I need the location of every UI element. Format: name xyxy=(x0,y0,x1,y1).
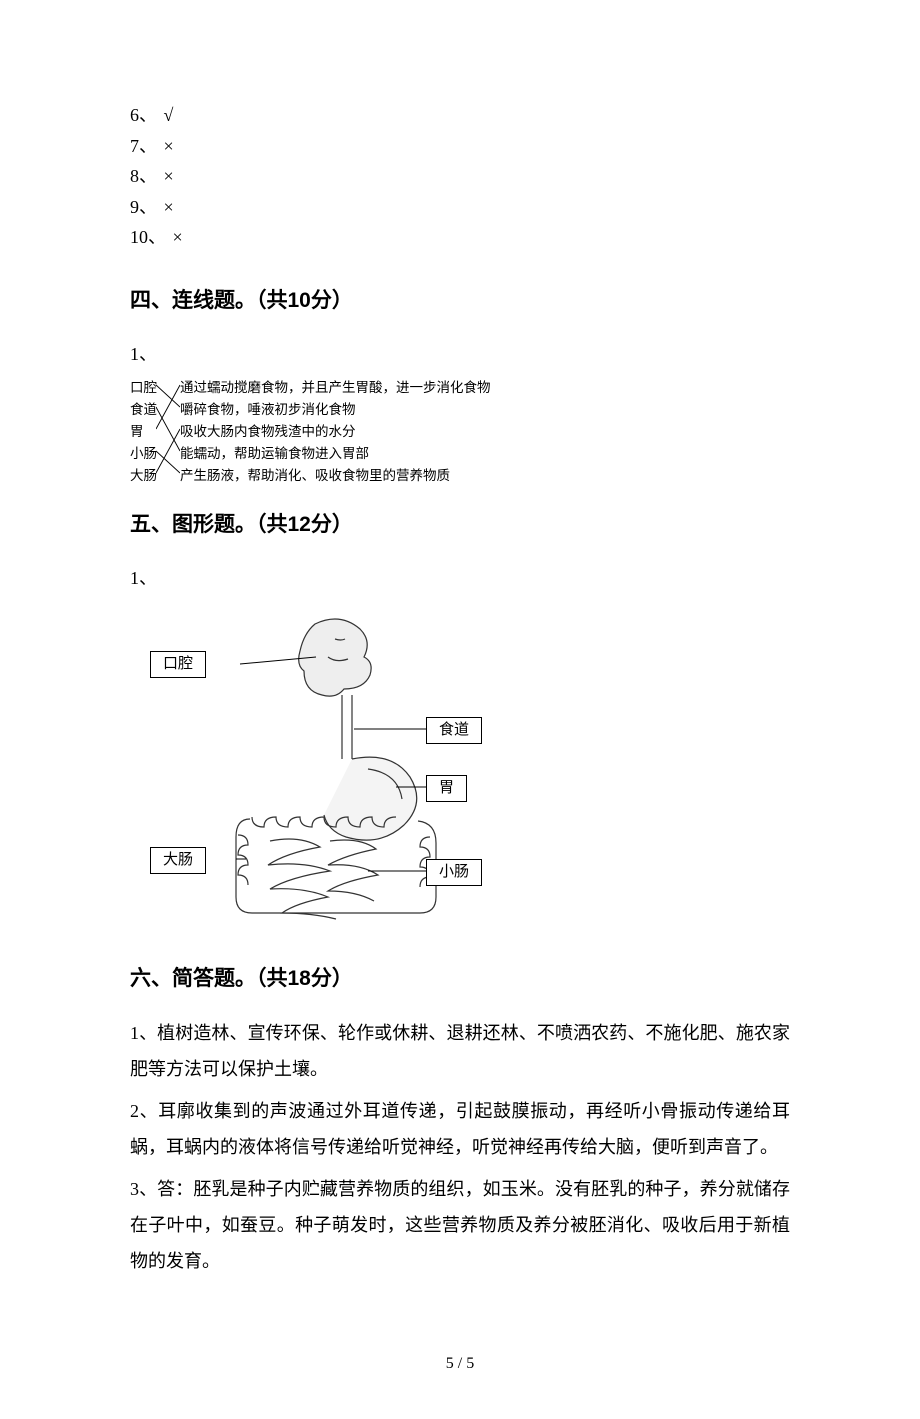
match-right-column: 通过蠕动搅磨食物，并且产生胃酸，进一步消化食物 嚼碎食物，唾液初步消化食物 吸收… xyxy=(180,377,491,487)
tf-item: 9、 × xyxy=(130,192,790,223)
label-stomach: 胃 xyxy=(426,775,467,802)
tf-num: 7、 xyxy=(130,131,157,162)
tf-num: 8、 xyxy=(130,161,157,192)
match-left-item: 食道 xyxy=(130,399,157,421)
tf-mark: √ xyxy=(164,100,174,131)
tf-mark: × xyxy=(164,161,174,192)
match-left-item: 胃 xyxy=(130,421,157,443)
match-left-item: 大肠 xyxy=(130,465,157,487)
tf-num: 6、 xyxy=(130,100,157,131)
label-large-intestine: 大肠 xyxy=(150,847,206,874)
match-right-item: 能蠕动，帮助运输食物进入胃部 xyxy=(180,443,491,465)
tf-item: 6、 √ xyxy=(130,100,790,131)
section5-title: 五、图形题。（共12分） xyxy=(130,505,790,545)
match-right-item: 通过蠕动搅磨食物，并且产生胃酸，进一步消化食物 xyxy=(180,377,491,399)
label-esophagus: 食道 xyxy=(426,717,482,744)
tf-item: 8、 × xyxy=(130,161,790,192)
true-false-list: 6、 √ 7、 × 8、 × 9、 × 10、 × xyxy=(130,100,790,253)
tf-mark: × xyxy=(164,192,174,223)
tf-mark: × xyxy=(164,131,174,162)
match-lines-svg xyxy=(156,381,180,485)
tf-item: 7、 × xyxy=(130,131,790,162)
section5-item-num: 1、 xyxy=(130,561,790,595)
match-right-item: 嚼碎食物，唾液初步消化食物 xyxy=(180,399,491,421)
section4-item-num: 1、 xyxy=(130,337,790,371)
answer-1: 1、植树造林、宣传环保、轮作或休耕、退耕还林、不喷洒农药、不施化肥、施农家肥等方… xyxy=(130,1015,790,1087)
label-small-intestine: 小肠 xyxy=(426,859,482,886)
match-right-item: 产生肠液，帮助消化、吸收食物里的营养物质 xyxy=(180,465,491,487)
section6-title: 六、简答题。（共18分） xyxy=(130,959,790,999)
match-left-item: 小肠 xyxy=(130,443,157,465)
digestive-figure: 口腔 食道 胃 小肠 大肠 xyxy=(130,609,550,939)
match-left-column: 口腔 食道 胃 小肠 大肠 xyxy=(130,377,157,487)
match-right-item: 吸收大肠内食物残渣中的水分 xyxy=(180,421,491,443)
label-mouth: 口腔 xyxy=(150,651,206,678)
page-number: 5 / 5 xyxy=(130,1349,790,1379)
tf-num: 9、 xyxy=(130,192,157,223)
tf-num: 10、 xyxy=(130,222,166,253)
match-left-item: 口腔 xyxy=(130,377,157,399)
matching-exercise: 口腔 食道 胃 小肠 大肠 通过蠕动搅磨食物，并且产生胃酸，进一步消化食物 嚼碎… xyxy=(130,377,530,487)
answer-3: 3、答：胚乳是种子内贮藏营养物质的组织，如玉米。没有胚乳的种子，养分就储存在子叶… xyxy=(130,1171,790,1279)
answer-2: 2、耳廓收集到的声波通过外耳道传递，引起鼓膜振动，再经听小骨振动传递给耳蜗，耳蜗… xyxy=(130,1093,790,1165)
section4-title: 四、连线题。（共10分） xyxy=(130,281,790,321)
short-answers: 1、植树造林、宣传环保、轮作或休耕、退耕还林、不喷洒农药、不施化肥、施农家肥等方… xyxy=(130,1015,790,1279)
tf-item: 10、 × xyxy=(130,222,790,253)
tf-mark: × xyxy=(173,222,183,253)
